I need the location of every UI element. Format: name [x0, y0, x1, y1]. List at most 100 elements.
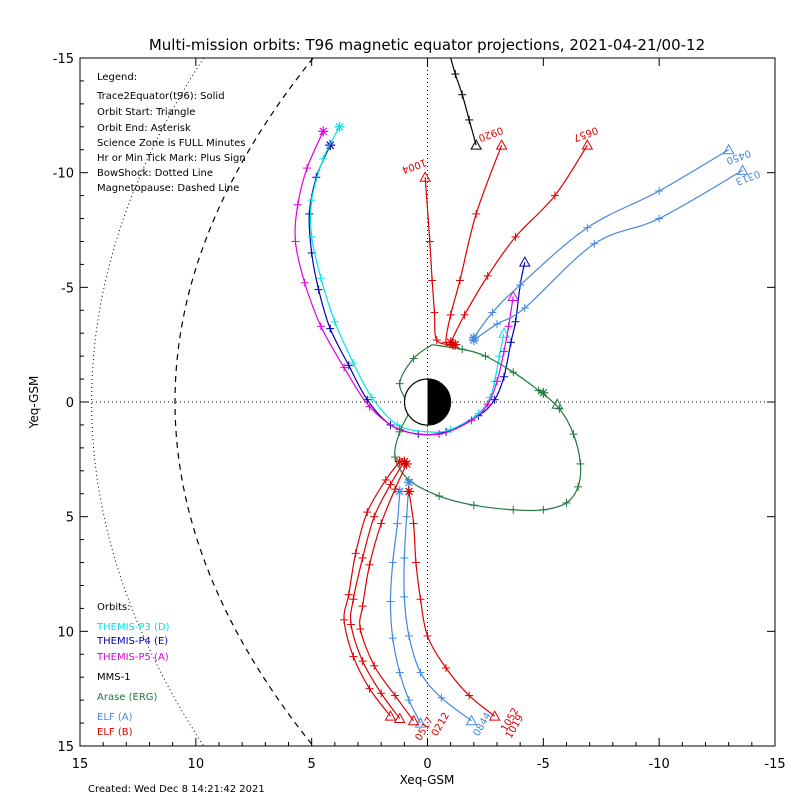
series-14-tick-4 — [488, 308, 497, 317]
series-0-tick-2 — [305, 209, 314, 218]
series-3-tick-1 — [451, 70, 460, 79]
series-14-tick-3 — [516, 281, 525, 290]
series-13-tick-1 — [550, 191, 559, 200]
x-tick-label-3: 0 — [423, 757, 431, 772]
orbits-legend: Orbits: THEMIS-P3 (D) THEMIS-P4 (E) THEM… — [96, 602, 170, 738]
series-5-tick-5 — [416, 668, 425, 677]
series-2-start-marker — [507, 290, 520, 302]
magnetopause-line — [174, 57, 314, 747]
series-11-line — [424, 177, 454, 346]
y-tick-label-5: 10 — [57, 625, 74, 640]
y-tick-label-1: -10 — [53, 167, 74, 182]
series-15-start-marker — [736, 164, 749, 175]
series-13-tick-3 — [483, 271, 492, 280]
series-8-tick-7 — [377, 689, 386, 698]
y-tick-label-0: -15 — [53, 52, 74, 67]
series-13-tick-4 — [460, 310, 469, 319]
series-12-start-marker — [495, 139, 508, 150]
series-4-tick-16 — [395, 427, 404, 436]
series-7-tick-1 — [381, 475, 390, 484]
series-9-tick-7 — [391, 691, 400, 700]
series-15-tick-4 — [493, 320, 501, 329]
series-2-tick-14 — [504, 322, 513, 331]
legend-line-4: Science Zone is FULL Minutes — [97, 138, 246, 149]
series-6-tick-5 — [395, 668, 404, 677]
x-tick-label-2: 5 — [308, 757, 316, 772]
series-9-tick-3 — [365, 560, 374, 569]
earth-icon — [403, 378, 452, 426]
series-0-tick-13 — [499, 372, 508, 381]
y-tick-label-6: 15 — [57, 740, 74, 755]
series-2-tick-1 — [303, 164, 312, 173]
series-5-end-marker-d2 — [405, 478, 413, 487]
series-8-tick-2 — [370, 512, 379, 521]
series-15-end-marker — [468, 335, 479, 346]
series-4-tick-12 — [469, 501, 478, 510]
series-9-tick-4 — [358, 602, 367, 611]
series-9-start-marker — [407, 714, 420, 726]
legend-line-6: BowShock: Dotted Line — [97, 168, 213, 179]
series-13-start-marker — [581, 139, 594, 150]
series-4-end-marker-d2 — [539, 388, 548, 397]
series-3-tick-3 — [465, 115, 474, 124]
series-2-tick-11 — [483, 400, 492, 409]
series-6-tick-4 — [388, 634, 397, 643]
series-0-tick-14 — [506, 338, 515, 347]
series-8-tick-4 — [349, 595, 358, 604]
orbit-label-themis-p4: THEMIS-P4 (E) — [96, 636, 168, 647]
series-layer — [291, 57, 749, 728]
series-0-tick-6 — [344, 361, 353, 370]
series-10-end-marker-d2 — [405, 487, 413, 496]
series-10-tick-3 — [416, 595, 425, 604]
series-5-tick-1 — [402, 512, 411, 521]
series-12-tick-2 — [455, 276, 464, 285]
series-4-tick-8 — [574, 482, 583, 491]
series-4-tick-19 — [409, 354, 418, 363]
series-0-tick-12 — [490, 395, 499, 404]
series-2-line — [294, 131, 514, 436]
series-4-tick-9 — [562, 498, 571, 507]
series-5-start-marker — [465, 714, 478, 726]
series-9-tick-1 — [391, 485, 400, 494]
series-10-tick-5 — [442, 664, 451, 673]
series-2-tick-10 — [467, 416, 476, 425]
legend-box: Legend: Trace2Equator(t96): Solid Orbit … — [96, 72, 246, 194]
series-2-tick-3 — [291, 237, 300, 246]
series-15-tick-2 — [590, 239, 599, 248]
series-2-end-marker-d2 — [319, 127, 328, 136]
series-4-tick-15 — [391, 453, 400, 462]
series-6-tick-1 — [393, 519, 402, 528]
series-3-tick-2 — [458, 90, 467, 99]
series-10-start-marker — [488, 710, 501, 721]
orbit-label-elf-b: ELF (B) — [97, 727, 133, 738]
series-6-start-marker — [414, 717, 427, 728]
series-11-start-marker — [419, 171, 432, 182]
series-8-tick-1 — [386, 480, 395, 489]
series-2-tick-4 — [300, 278, 309, 287]
legend-line-7: Magnetopause: Dashed Line — [97, 183, 239, 194]
series-15-end-marker-d2 — [469, 336, 478, 345]
series-7-tick-4 — [344, 590, 353, 599]
series-2-tick-2 — [293, 200, 302, 209]
series-10-tick-1 — [409, 519, 418, 528]
series-2-tick-6 — [340, 363, 349, 372]
series-0-start-marker — [518, 256, 531, 267]
series-13-end-marker — [445, 337, 456, 348]
series-2-tick-7 — [365, 402, 374, 411]
series-1-tick-1 — [319, 154, 328, 163]
series-6-tick-3 — [386, 597, 395, 606]
series-15-tick-3 — [520, 303, 529, 312]
series-1-line — [309, 126, 505, 433]
boundaries — [91, 57, 314, 747]
series-11-tick-3 — [430, 308, 439, 317]
orbit-label-mms1: MMS-1 — [97, 672, 131, 683]
chart-title: Multi-mission orbits: T96 magnetic equat… — [149, 36, 705, 54]
series-1-start-marker — [498, 327, 510, 338]
x-tick-label-1: 10 — [188, 757, 205, 772]
x-tick-label-5: -10 — [649, 757, 670, 772]
series-8-tick-6 — [358, 657, 367, 666]
series-9-end-marker — [401, 458, 412, 469]
series-11-tick-4 — [432, 336, 441, 345]
series-13-end-marker-d2 — [446, 338, 455, 347]
